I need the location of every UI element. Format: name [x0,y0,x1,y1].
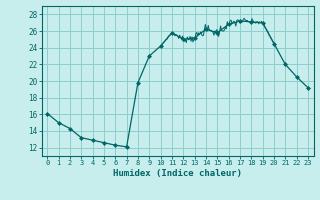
X-axis label: Humidex (Indice chaleur): Humidex (Indice chaleur) [113,169,242,178]
